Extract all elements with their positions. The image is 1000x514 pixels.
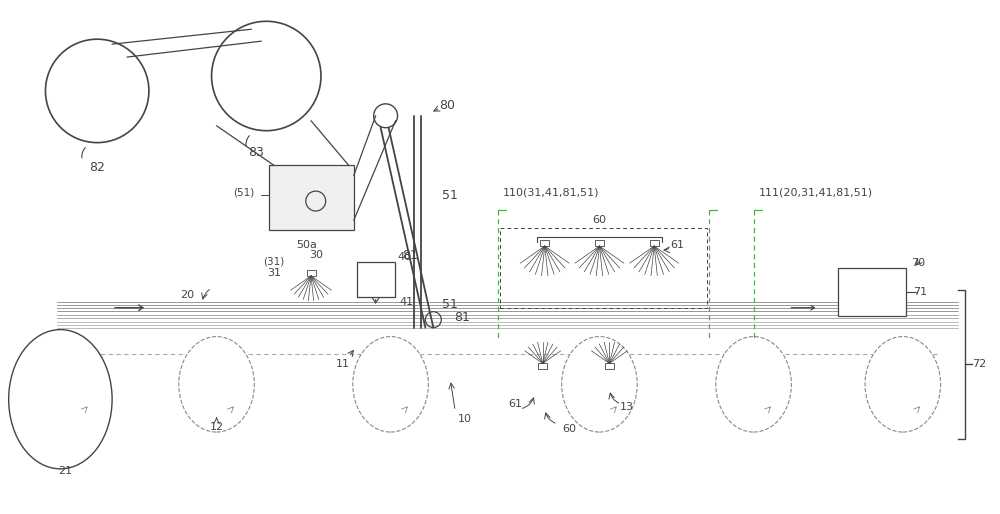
Text: 20: 20 xyxy=(180,290,194,300)
Ellipse shape xyxy=(716,337,791,432)
Text: 51: 51 xyxy=(442,298,458,311)
Bar xyxy=(307,270,316,276)
Text: 81: 81 xyxy=(454,311,470,324)
Ellipse shape xyxy=(353,337,428,432)
Text: 31: 31 xyxy=(267,268,281,278)
Text: 50a: 50a xyxy=(296,240,317,250)
Text: 81: 81 xyxy=(403,248,418,262)
Bar xyxy=(538,363,547,370)
Text: 30: 30 xyxy=(309,250,323,260)
Text: 13: 13 xyxy=(620,402,634,412)
Bar xyxy=(605,363,614,370)
Bar xyxy=(650,240,659,246)
Bar xyxy=(269,166,354,230)
Text: 72: 72 xyxy=(972,359,987,370)
Text: 60: 60 xyxy=(563,424,577,434)
Text: 110(31,41,81,51): 110(31,41,81,51) xyxy=(503,187,599,197)
Text: 10: 10 xyxy=(458,414,472,424)
Text: 40: 40 xyxy=(397,252,412,262)
Text: 80: 80 xyxy=(439,99,455,113)
Text: 83: 83 xyxy=(248,146,264,159)
Ellipse shape xyxy=(179,337,254,432)
Text: 51: 51 xyxy=(442,189,458,202)
Bar xyxy=(595,240,604,246)
Bar xyxy=(500,228,707,308)
Bar xyxy=(540,240,549,246)
Text: 61: 61 xyxy=(670,240,684,250)
Text: 61: 61 xyxy=(508,399,522,409)
Bar xyxy=(357,262,395,297)
Ellipse shape xyxy=(9,329,112,469)
Text: 71: 71 xyxy=(913,287,927,297)
Text: 111(20,31,41,81,51): 111(20,31,41,81,51) xyxy=(759,187,873,197)
Text: 12: 12 xyxy=(209,422,224,432)
Text: 82: 82 xyxy=(89,161,105,174)
Text: 70: 70 xyxy=(911,258,925,268)
Ellipse shape xyxy=(33,337,108,432)
Text: 11: 11 xyxy=(336,359,350,370)
Text: 21: 21 xyxy=(58,466,72,476)
Bar xyxy=(838,268,906,316)
Text: (51): (51) xyxy=(233,188,254,198)
Text: 60: 60 xyxy=(592,215,606,225)
Ellipse shape xyxy=(865,337,941,432)
Text: 41: 41 xyxy=(399,297,414,307)
Ellipse shape xyxy=(562,337,637,432)
Text: (31): (31) xyxy=(264,257,285,267)
